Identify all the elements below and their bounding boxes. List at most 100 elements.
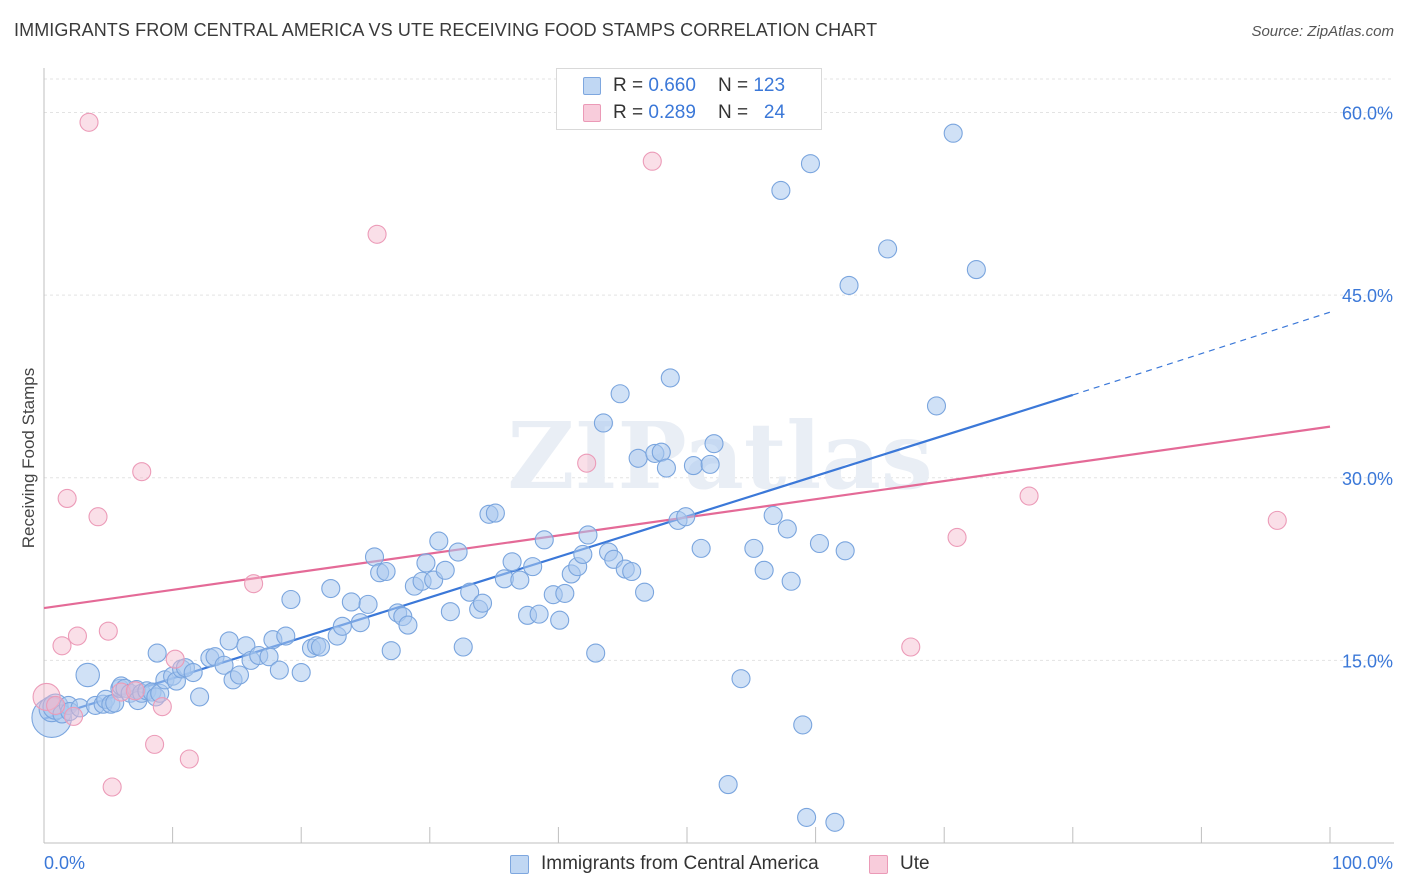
central-america-point	[472, 593, 493, 613]
central-america-point	[683, 456, 703, 476]
central-america-point	[229, 665, 250, 685]
central-america-point	[291, 663, 311, 683]
y-tick-label: 60.0%	[1342, 104, 1393, 124]
ute-point	[67, 626, 87, 646]
ute-point	[901, 637, 921, 657]
ute-point	[132, 462, 152, 482]
ute-point	[98, 621, 118, 641]
ute-point	[179, 749, 199, 769]
r-value: 0.660	[648, 75, 696, 96]
pink-swatch-icon	[869, 854, 888, 874]
ute-point	[32, 682, 61, 711]
central-america-point	[700, 454, 720, 474]
central-america-point	[435, 560, 455, 580]
chart-title: IMMIGRANTS FROM CENTRAL AMERICA VS UTE R…	[14, 20, 878, 40]
ute-point	[642, 151, 662, 171]
central-america-point	[440, 602, 460, 622]
central-america-point	[793, 715, 813, 735]
central-america-point	[578, 525, 598, 545]
central-america-point	[358, 594, 378, 614]
central-america-point	[744, 538, 764, 558]
central-america-point	[878, 239, 898, 259]
central-america-point	[622, 561, 642, 582]
central-america-point	[214, 655, 234, 675]
central-america-point	[943, 123, 963, 143]
central-america-point	[529, 604, 549, 624]
y-tick-label: 30.0%	[1342, 469, 1393, 489]
central-america-point	[555, 583, 575, 603]
ute-point	[46, 695, 66, 715]
central-america-point	[835, 541, 855, 561]
watermark: ZIPatlas	[507, 402, 932, 510]
central-america-point	[448, 542, 468, 562]
ute-point	[102, 777, 122, 797]
central-america-point	[350, 613, 370, 633]
central-america-point	[777, 519, 797, 539]
central-america-point	[704, 434, 724, 454]
ute-point	[57, 488, 77, 509]
ute-point	[1019, 486, 1039, 506]
central-america-point	[809, 533, 830, 554]
series-legend-label: Ute	[900, 853, 930, 874]
grid-layer	[44, 78, 1394, 661]
central-america-point	[573, 544, 593, 565]
y-tick-label: 15.0%	[1342, 651, 1393, 671]
points-layer	[31, 112, 1287, 832]
stats-legend: R = 0.660 N = 123 R = 0.289 N = 24	[556, 68, 822, 130]
central-america-point	[398, 615, 418, 635]
ute-point	[947, 527, 967, 547]
n-label: N =	[717, 75, 749, 96]
central-america-point	[523, 557, 543, 577]
x-tick-label: 100.0%	[1332, 853, 1393, 873]
central-america-point	[660, 368, 680, 388]
ute-point	[165, 649, 185, 669]
r-label: R =	[613, 75, 644, 96]
central-america-point	[781, 571, 801, 591]
central-america-point	[718, 775, 738, 795]
y-axis-title: Receiving Food Stamps	[19, 368, 38, 548]
source-note: Source: ZipAtlas.com	[1251, 23, 1394, 40]
n-value: 24	[763, 102, 786, 123]
x-tick-label: 0.0%	[44, 853, 85, 873]
central-america-point	[460, 582, 480, 602]
central-america-point	[771, 180, 791, 200]
central-america-point	[610, 384, 630, 404]
central-america-point	[763, 505, 783, 526]
central-america-point	[691, 538, 711, 558]
central-america-point	[416, 553, 436, 573]
central-america-point	[651, 442, 671, 462]
series-legend-pink: Ute	[869, 852, 930, 876]
ute-point	[125, 681, 145, 701]
stats-legend-row-blue: R = 0.660 N = 123	[583, 74, 785, 98]
series-legend-blue: Immigrants from Central America	[510, 852, 819, 876]
ute-point	[367, 224, 387, 244]
central-america-trendline-extension	[1072, 311, 1331, 396]
central-america-point	[754, 560, 774, 580]
central-america-point	[429, 531, 449, 551]
central-america-point	[485, 503, 505, 523]
central-america-point	[183, 663, 203, 683]
central-america-point	[341, 592, 361, 612]
central-america-point	[276, 626, 296, 646]
central-america-point	[586, 643, 606, 663]
ute-point	[152, 697, 172, 717]
ute-point	[88, 507, 108, 527]
n-label: N =	[717, 102, 749, 123]
central-america-point	[926, 396, 947, 416]
label-layer: 15.0% 30.0% 45.0% 60.0% 0.0% 100.0% Receiving …	[19, 104, 1393, 873]
ute-point	[111, 682, 131, 702]
central-america-point	[75, 662, 100, 688]
central-america-point	[825, 812, 845, 832]
central-america-point	[190, 687, 210, 707]
central-america-point	[800, 154, 821, 174]
r-value: 0.289	[648, 102, 696, 123]
central-america-point	[332, 616, 352, 636]
stats-legend-row-pink: R = 0.289 N = 24	[583, 101, 785, 125]
central-america-point	[839, 275, 859, 295]
ute-point	[64, 706, 84, 726]
r-label: R =	[613, 102, 644, 123]
ute-point	[79, 112, 99, 132]
pink-swatch-icon	[583, 104, 601, 122]
central-america-point	[321, 579, 341, 599]
central-america-point	[966, 260, 986, 280]
